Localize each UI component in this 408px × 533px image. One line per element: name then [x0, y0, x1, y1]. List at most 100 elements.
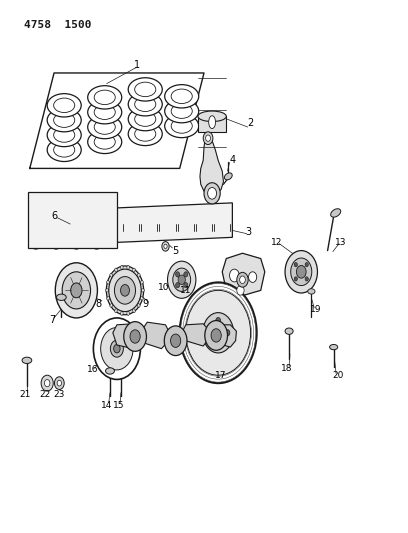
Ellipse shape: [88, 101, 122, 124]
Circle shape: [208, 188, 217, 199]
Ellipse shape: [140, 297, 143, 300]
Ellipse shape: [128, 93, 162, 116]
Polygon shape: [222, 253, 265, 296]
Ellipse shape: [165, 114, 199, 138]
Ellipse shape: [47, 109, 81, 132]
Text: 4: 4: [229, 156, 235, 165]
Ellipse shape: [209, 116, 215, 128]
Circle shape: [184, 272, 188, 277]
Ellipse shape: [47, 94, 81, 117]
Circle shape: [44, 379, 50, 387]
Ellipse shape: [22, 357, 32, 364]
Ellipse shape: [127, 311, 129, 316]
Circle shape: [203, 132, 213, 144]
Circle shape: [162, 241, 169, 251]
Ellipse shape: [53, 113, 75, 127]
Ellipse shape: [56, 294, 66, 301]
Ellipse shape: [121, 311, 123, 316]
Polygon shape: [208, 325, 236, 347]
Text: 13: 13: [335, 238, 347, 247]
Circle shape: [206, 135, 211, 141]
Circle shape: [106, 266, 144, 315]
Text: 3: 3: [246, 227, 252, 237]
Polygon shape: [28, 192, 117, 248]
Circle shape: [211, 323, 226, 342]
Ellipse shape: [171, 104, 192, 118]
Text: 1: 1: [134, 60, 140, 70]
Circle shape: [175, 282, 180, 288]
Ellipse shape: [135, 97, 156, 111]
Circle shape: [178, 275, 185, 285]
Circle shape: [211, 329, 221, 342]
Circle shape: [175, 272, 180, 277]
Circle shape: [55, 263, 98, 318]
Text: 11: 11: [180, 286, 191, 295]
Ellipse shape: [110, 273, 113, 277]
Ellipse shape: [47, 138, 81, 161]
Circle shape: [216, 342, 221, 348]
Ellipse shape: [171, 119, 192, 133]
Ellipse shape: [330, 344, 338, 350]
Text: 6: 6: [51, 211, 57, 221]
Text: 18: 18: [282, 364, 293, 373]
Ellipse shape: [110, 303, 113, 307]
Polygon shape: [198, 116, 226, 132]
Circle shape: [71, 283, 82, 298]
Circle shape: [248, 272, 257, 282]
Ellipse shape: [308, 289, 315, 294]
Ellipse shape: [94, 90, 115, 104]
Circle shape: [237, 272, 248, 287]
Circle shape: [93, 318, 140, 379]
Text: 23: 23: [53, 390, 65, 399]
Circle shape: [216, 318, 221, 324]
Text: 7: 7: [49, 314, 55, 325]
Ellipse shape: [53, 98, 75, 112]
Ellipse shape: [106, 297, 110, 300]
Text: 14: 14: [101, 401, 113, 410]
Ellipse shape: [133, 309, 135, 312]
Text: 8: 8: [95, 298, 102, 309]
Circle shape: [203, 313, 234, 353]
Circle shape: [57, 380, 62, 386]
Circle shape: [294, 263, 297, 267]
Ellipse shape: [53, 128, 75, 142]
Circle shape: [237, 286, 244, 295]
Polygon shape: [182, 324, 209, 346]
Circle shape: [180, 282, 257, 383]
Ellipse shape: [133, 268, 135, 272]
Ellipse shape: [88, 86, 122, 109]
Text: 12: 12: [271, 238, 283, 247]
Polygon shape: [113, 324, 139, 349]
Ellipse shape: [106, 368, 115, 374]
Text: 2: 2: [248, 118, 254, 128]
Circle shape: [206, 329, 211, 336]
Circle shape: [114, 344, 120, 353]
Polygon shape: [141, 322, 170, 349]
Circle shape: [101, 327, 133, 370]
Ellipse shape: [165, 85, 199, 108]
Ellipse shape: [88, 115, 122, 139]
Ellipse shape: [127, 265, 129, 270]
Ellipse shape: [94, 120, 115, 134]
Ellipse shape: [135, 82, 156, 96]
Circle shape: [41, 375, 53, 391]
Ellipse shape: [53, 143, 75, 157]
Ellipse shape: [135, 127, 156, 141]
Text: 10: 10: [158, 283, 169, 292]
Circle shape: [239, 276, 245, 284]
Ellipse shape: [330, 209, 341, 217]
Circle shape: [62, 272, 91, 309]
Ellipse shape: [137, 303, 140, 307]
Text: 15: 15: [113, 401, 125, 410]
Text: 19: 19: [310, 305, 321, 314]
Polygon shape: [111, 203, 233, 243]
Circle shape: [55, 377, 64, 390]
Ellipse shape: [115, 268, 118, 272]
Ellipse shape: [285, 328, 293, 334]
Circle shape: [171, 334, 181, 348]
Circle shape: [168, 261, 196, 298]
Text: 17: 17: [215, 370, 226, 379]
Ellipse shape: [94, 105, 115, 119]
Circle shape: [173, 268, 191, 292]
Text: 4758  1500: 4758 1500: [24, 20, 91, 30]
